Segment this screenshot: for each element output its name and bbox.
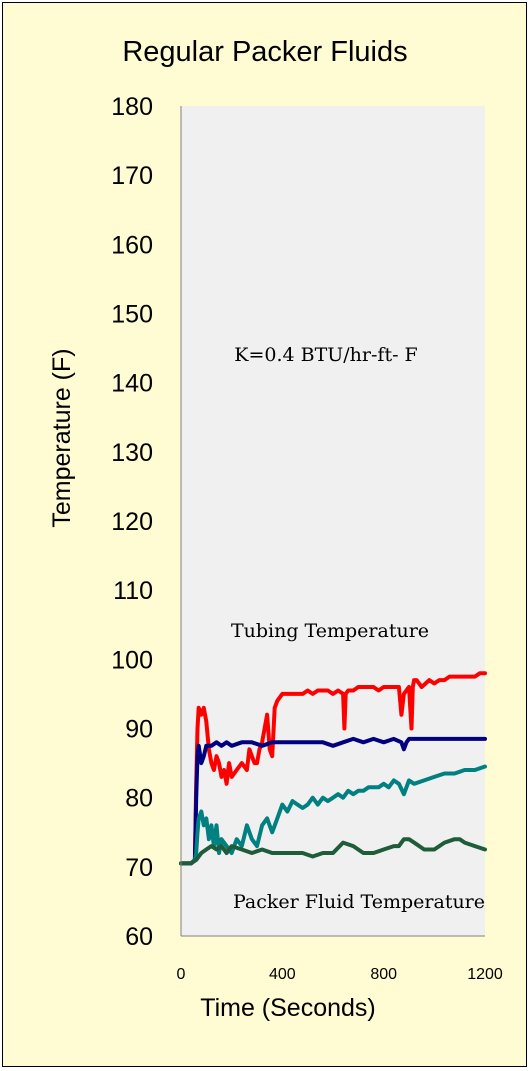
y-tick-label: 110 (113, 577, 153, 605)
plot-area (181, 106, 485, 936)
packer-fluid-temperature-label: Packer Fluid Temperature (233, 891, 485, 913)
y-tick-label: 100 (111, 646, 153, 674)
x-axis-label: Time (Seconds) (200, 994, 376, 1022)
y-axis-label: Temperature (F) (48, 348, 76, 527)
y-tick-label: 150 (111, 301, 153, 329)
x-tick-label: 800 (370, 966, 397, 983)
series-line-2 (179, 736, 487, 866)
series-lines (179, 671, 487, 866)
y-axis-ticks: 60 70 80 90 100 110 120 130 140 150 160 170 180 (111, 93, 153, 951)
chart-title: Regular Packer Fluids (122, 36, 407, 68)
x-tick-label: 400 (269, 966, 296, 983)
y-tick-label: 90 (125, 716, 153, 744)
y-tick-label: 120 (111, 508, 153, 536)
chart-svg: Regular Packer Fluids 60 70 80 90 100 110 120 1… (48, 36, 503, 1022)
y-tick-label: 140 (111, 370, 153, 398)
y-tick-label: 60 (125, 923, 153, 951)
x-tick-label: 0 (177, 966, 186, 983)
x-tick-label: 1200 (467, 966, 503, 983)
conductivity-annotation: K=0.4 BTU/hr-ft- F (234, 344, 417, 366)
series-line-1 (179, 671, 487, 866)
x-axis-ticks: 0 400 800 1200 (177, 966, 503, 983)
tubing-temperature-label: Tubing Temperature (231, 620, 429, 642)
y-tick-label: 130 (111, 439, 153, 467)
y-tick-label: 70 (125, 854, 153, 882)
y-tick-label: 180 (111, 93, 153, 121)
series-line-4 (179, 837, 487, 866)
y-tick-label: 160 (111, 231, 153, 259)
y-tick-label: 170 (111, 162, 153, 190)
y-tick-label: 80 (125, 785, 153, 813)
series-line-3 (179, 764, 487, 866)
